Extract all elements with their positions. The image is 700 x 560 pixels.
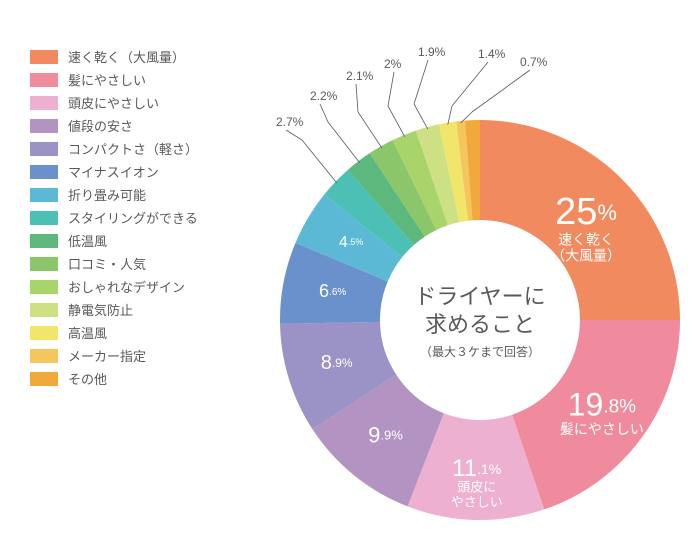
callout-percent: 0.7% — [520, 55, 548, 69]
legend-item: 低温風 — [30, 234, 198, 248]
legend-swatch — [30, 303, 58, 317]
legend-item: メーカー指定 — [30, 349, 198, 363]
legend-swatch — [30, 50, 58, 64]
donut-chart: 25%速く乾く（大風量）19.8%髪にやさしい11.1%頭皮にやさしい9.9%8… — [260, 30, 700, 530]
legend-swatch — [30, 165, 58, 179]
legend-swatch — [30, 119, 58, 133]
legend-label: 静電気防止 — [68, 304, 133, 317]
legend-label: 低温風 — [68, 235, 107, 248]
callout-line — [302, 140, 337, 183]
callout-line — [388, 106, 405, 137]
donut-svg: 25%速く乾く（大風量）19.8%髪にやさしい11.1%頭皮にやさしい9.9%8… — [260, 30, 700, 550]
slice-label: 頭皮に — [457, 480, 496, 495]
callout-percent: 2.7% — [276, 115, 304, 129]
legend-item: 値段の安さ — [30, 119, 198, 133]
legend-label: 値段の安さ — [68, 120, 133, 133]
callout-line — [358, 112, 382, 148]
legend-label: 速く乾く（大風量） — [68, 51, 185, 64]
legend-label: その他 — [68, 373, 107, 386]
legend: 速く乾く（大風量） 髪にやさしい頭皮にやさしい値段の安さコンパクトさ（軽さ） マイナ… — [30, 50, 198, 395]
legend-item: 折り畳み可能 — [30, 188, 198, 202]
callout-percent: 1.4% — [478, 47, 506, 61]
legend-swatch — [30, 142, 58, 156]
page: 速く乾く（大風量）髪にやさしい頭皮にやさしい値段の安さコンパクトさ（軽さ）マイナ… — [0, 0, 700, 560]
callout-percent: 2% — [384, 57, 402, 71]
legend-label: 口コミ・人気 — [68, 258, 146, 271]
legend-label: スタイリングができる — [68, 212, 198, 225]
callout-line — [414, 104, 428, 129]
legend-label: 髪にやさしい — [68, 74, 146, 87]
callout-line — [320, 104, 328, 122]
callout-line — [328, 122, 360, 163]
chart-subtitle: （最大３ケまで回答） — [420, 344, 540, 359]
slice-label: （大風量） — [551, 248, 621, 264]
legend-label: おしゃれなデザイン — [68, 281, 185, 294]
chart-title: 求めること — [425, 312, 535, 337]
legend-item: その他 — [30, 372, 198, 386]
legend-swatch — [30, 211, 58, 225]
legend-label: マイナスイオン — [68, 166, 159, 179]
callout-line — [388, 72, 394, 106]
legend-item: スタイリングができる — [30, 211, 198, 225]
callout-percent: 2.1% — [346, 69, 374, 83]
legend-item: 頭皮にやさしい — [30, 96, 198, 110]
legend-swatch — [30, 234, 58, 248]
callout-line — [414, 60, 428, 104]
legend-label: メーカー指定 — [68, 350, 146, 363]
legend-swatch — [30, 372, 58, 386]
legend-swatch — [30, 349, 58, 363]
legend-item: マイナスイオン — [30, 165, 198, 179]
callout-line — [452, 62, 488, 106]
legend-item: 口コミ・人気 — [30, 257, 198, 271]
slice-label: やさしい — [451, 495, 503, 510]
legend-swatch — [30, 188, 58, 202]
chart-title: ドライヤーに — [414, 284, 545, 309]
callout-line — [448, 106, 452, 125]
slice-label: 速く乾く — [558, 232, 614, 248]
legend-swatch — [30, 257, 58, 271]
legend-swatch — [30, 73, 58, 87]
legend-label: 頭皮にやさしい — [68, 97, 159, 110]
legend-item: 速く乾く（大風量） — [30, 50, 198, 64]
callout-line — [286, 130, 302, 140]
callout-percent: 2.2% — [310, 89, 338, 103]
legend-label: コンパクトさ（軽さ） — [68, 143, 198, 156]
legend-swatch — [30, 280, 58, 294]
legend-item: 髪にやさしい — [30, 73, 198, 87]
legend-swatch — [30, 326, 58, 340]
callout-percent: 1.9% — [418, 45, 446, 59]
callout-line — [472, 70, 530, 112]
legend-item: おしゃれなデザイン — [30, 280, 198, 294]
legend-label: 折り畳み可能 — [68, 189, 146, 202]
legend-label: 高温風 — [68, 327, 107, 340]
callout-line — [356, 84, 358, 112]
legend-swatch — [30, 96, 58, 110]
slice-label: 髪にやさしい — [560, 421, 644, 437]
legend-item: 静電気防止 — [30, 303, 198, 317]
legend-item: 高温風 — [30, 326, 198, 340]
legend-item: コンパクトさ（軽さ） — [30, 142, 198, 156]
